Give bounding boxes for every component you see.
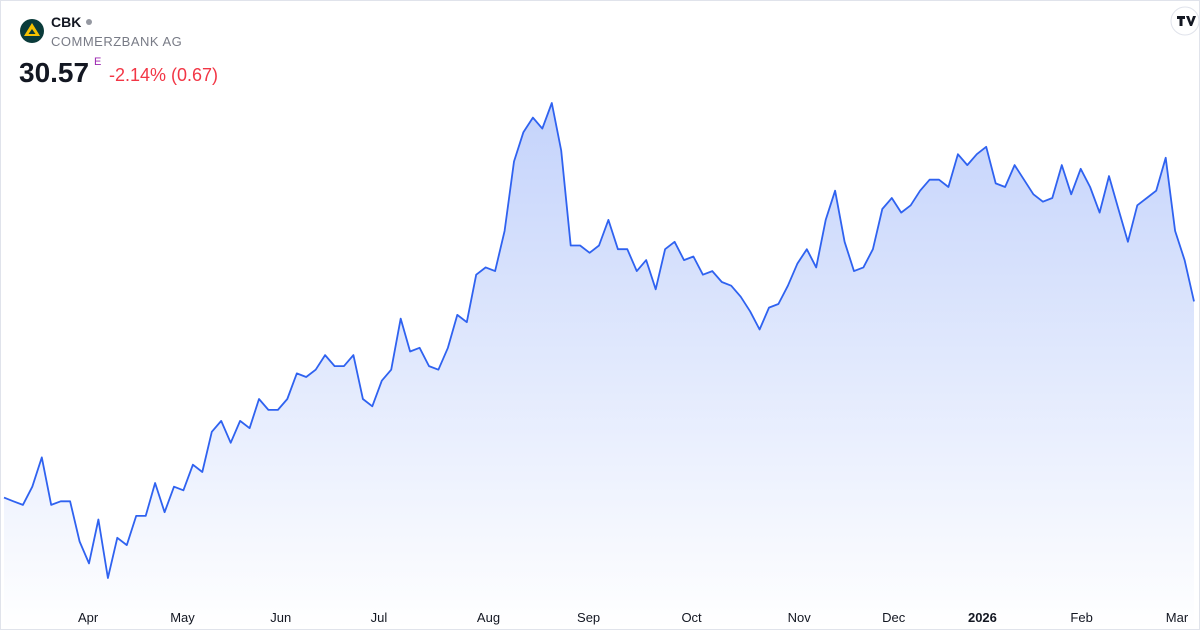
logo-bg[interactable] [1170,6,1199,36]
x-tick-label: Dec [882,610,906,625]
x-tick-label: Nov [788,610,812,625]
x-tick-label: Jul [371,610,388,625]
symbol: CBK [51,14,82,30]
x-tick-label: Mar [1166,610,1189,625]
price: 30.57 [19,57,90,88]
price-line [3,102,1195,579]
tv-logo[interactable] [1170,6,1199,36]
status-dot [86,19,93,25]
x-tick-label: 2026 [968,610,997,625]
symbol-row: CBK [51,14,93,30]
x-tick-label: Feb [1070,610,1092,625]
x-tick-label: Oct [681,610,702,625]
change: -2.14% (0.67) [109,65,219,85]
x-tick-label: May [170,610,195,625]
x-tick-label: Apr [78,610,99,625]
area-fill [4,103,1194,629]
x-tick-label: Jun [270,610,291,625]
x-tick-label: Sep [577,610,600,625]
logo-mark[interactable] [1177,16,1196,26]
x-tick-label: Aug [477,610,500,625]
badge: E [94,56,102,68]
company-logo [20,19,44,43]
company-name: COMMERZBANK AG [51,34,183,49]
